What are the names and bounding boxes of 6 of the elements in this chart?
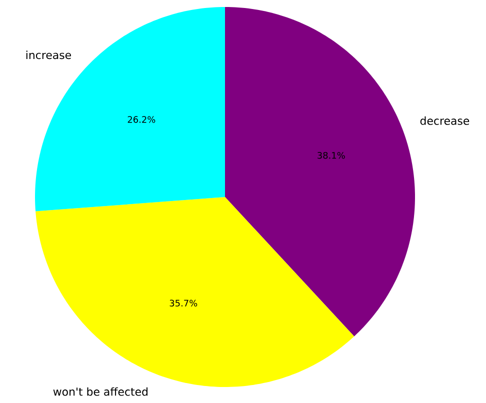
slice-label: won't be affected: [53, 387, 148, 396]
slice-label: increase: [26, 50, 71, 60]
data-label: 35.7%: [170, 300, 198, 307]
slice-label: decrease: [420, 116, 470, 125]
data-label: 38.1%: [318, 152, 345, 159]
data-label: 26.2%: [128, 116, 156, 123]
